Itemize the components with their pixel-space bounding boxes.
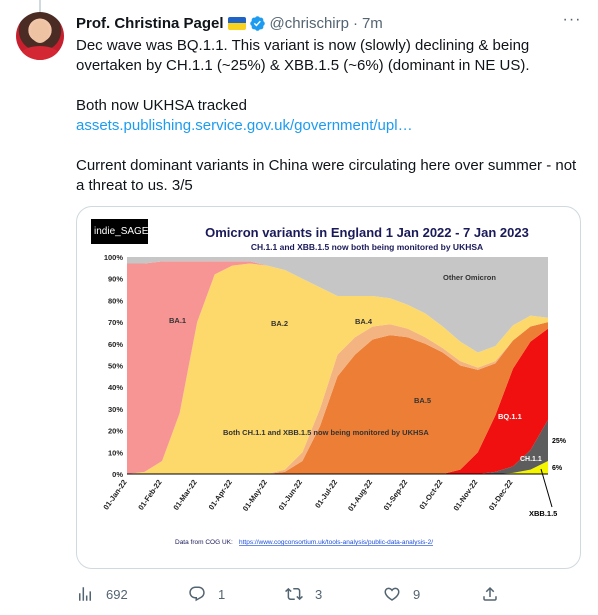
area-other-omicron <box>127 257 548 353</box>
tweet-media-image[interactable]: indie_SAGE Omicron variants in England 1… <box>76 206 581 569</box>
tweet-paragraph-2: Both now UKHSA tracked <box>76 97 247 114</box>
chart-source-link[interactable]: https://www.cogconsortium.uk/tools-analy… <box>239 539 433 546</box>
chart: indie_SAGE Omicron variants in England 1… <box>91 219 567 546</box>
x-tick-label: 01-Dec-22 <box>487 478 515 512</box>
like-count: 9 <box>413 586 421 602</box>
end-label-xbb15: 6% <box>552 465 563 472</box>
x-tick-label: 01-Jun-22 <box>277 478 304 512</box>
plot-areas <box>127 257 548 474</box>
chart-annotation: Both CH.1.1 and XBB.1.5 now being monito… <box>223 428 429 437</box>
x-tick-label: 01-Oct-22 <box>417 478 444 511</box>
avatar-shirt <box>20 46 60 60</box>
ukraine-flag-icon <box>227 16 246 30</box>
x-tick-label: 01-Aug-22 <box>346 478 374 513</box>
label-bq11: BQ.1.1 <box>498 412 522 421</box>
label-ba4: BA.4 <box>355 317 373 326</box>
chart-source: Data from COG UK: <box>175 539 233 546</box>
area-ba-5 <box>127 322 548 474</box>
area-ba-2 <box>127 263 548 474</box>
like-icon <box>384 587 400 601</box>
y-tick-label: 70% <box>108 318 123 327</box>
label-xbb15: XBB.1.5 <box>529 509 557 518</box>
y-tick-label: 20% <box>108 427 123 436</box>
retweet-icon <box>285 587 303 601</box>
area-ch-1-1 <box>127 419 548 474</box>
tweet-text: Dec wave was BQ.1.1. This variant is now… <box>76 36 581 196</box>
y-tick-label: 80% <box>108 296 123 305</box>
avatar-face <box>31 21 49 43</box>
x-tick-label: 01-Feb-22 <box>136 478 163 512</box>
x-tick-label: 01-Nov-22 <box>452 478 480 513</box>
x-tick-label: 01-Apr-22 <box>207 478 234 512</box>
tweet-link[interactable]: assets.publishing.service.gov.uk/governm… <box>76 117 413 134</box>
reply-icon <box>189 586 205 602</box>
tweet-timestamp[interactable]: 7m <box>361 14 383 32</box>
end-label-ch11: 25% <box>552 438 567 445</box>
x-tick-label: 01-May-22 <box>241 478 269 513</box>
label-ba5: BA.5 <box>414 396 431 405</box>
x-tick-label: 01-Jul-22 <box>313 478 339 510</box>
y-tick-label: 30% <box>108 405 123 414</box>
share-icon <box>483 586 497 601</box>
x-tick-label: 01-Jan-22 <box>101 478 128 512</box>
x-tick-label: 01-Mar-22 <box>171 478 198 512</box>
chart-subtitle: CH.1.1 and XBB.1.5 now both being monito… <box>251 242 483 252</box>
tweet-paragraph-3: Current dominant variants in China were … <box>76 157 577 194</box>
verified-badge-icon <box>249 15 265 31</box>
logo-text: indie_SAGE <box>94 226 149 237</box>
tweet-actions: 692 1 3 9 <box>76 580 581 608</box>
y-tick-label: 90% <box>108 275 123 284</box>
views-count: 692 <box>106 586 128 602</box>
thread-connector-line <box>39 0 41 12</box>
label-ba1: BA.1 <box>169 316 186 325</box>
x-tick-label: 01-Sep-22 <box>382 478 410 512</box>
tweet-paragraph-1: Dec wave was BQ.1.1. This variant is now… <box>76 37 530 74</box>
y-tick-label: 60% <box>108 340 123 349</box>
area-bq-1-1 <box>127 328 548 474</box>
y-tick-label: 10% <box>108 448 123 457</box>
author-name[interactable]: Prof. Christina Pagel <box>76 14 224 32</box>
y-tick-label: 0% <box>112 470 123 479</box>
retweet-button[interactable]: 3 <box>285 580 322 608</box>
y-axis: 0% 10% 20% 30% 40% 50% 60% 70% 80% 90% 100% <box>104 253 124 479</box>
views-icon <box>79 587 91 601</box>
share-button[interactable] <box>481 580 499 608</box>
label-other-omicron: Other Omicron <box>443 273 496 282</box>
avatar[interactable] <box>16 12 64 60</box>
header-separator: · <box>352 14 358 32</box>
retweet-count: 3 <box>315 586 323 602</box>
tweet-header: Prof. Christina Pagel @chrischirp · 7m <box>76 13 383 33</box>
y-tick-label: 50% <box>108 362 123 371</box>
xbb15-pointer-line <box>540 468 553 508</box>
more-icon[interactable]: ··· <box>562 11 582 28</box>
reply-button[interactable]: 1 <box>188 580 225 608</box>
reply-count: 1 <box>218 586 226 602</box>
indie-sage-logo <box>91 219 148 244</box>
like-button[interactable]: 9 <box>383 580 420 608</box>
chart-title: Omicron variants in England 1 Jan 2022 -… <box>205 225 529 240</box>
area-ba-1 <box>127 261 548 474</box>
y-tick-label: 40% <box>108 383 123 392</box>
label-ba2: BA.2 <box>271 319 288 328</box>
author-handle[interactable]: @chrischirp <box>269 14 349 32</box>
x-axis: 01-Jan-22 01-Feb-22 01-Mar-22 01-Apr-22 01-M… <box>101 478 514 513</box>
label-ch11: CH.1.1 <box>520 456 542 463</box>
y-tick-label: 100% <box>104 253 124 262</box>
views-button[interactable]: 692 <box>76 580 128 608</box>
